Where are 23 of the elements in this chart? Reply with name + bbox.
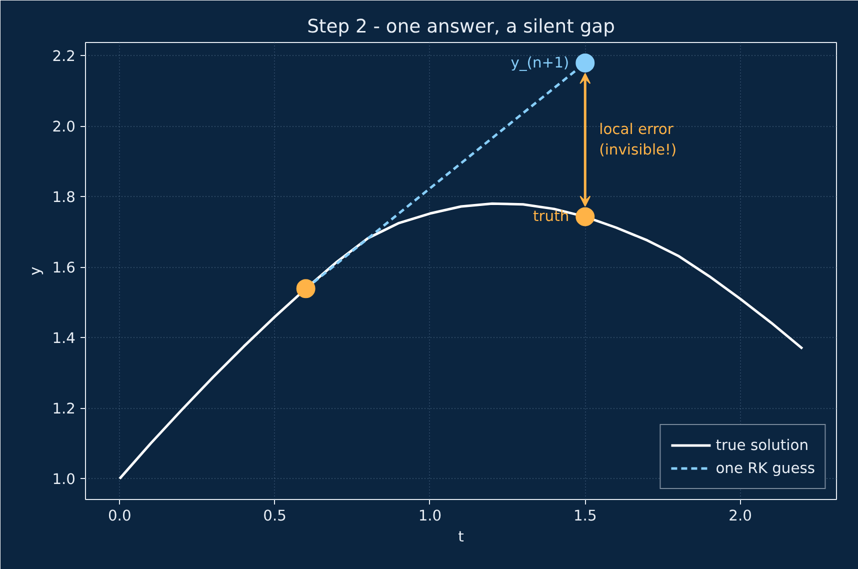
x-tick-label: 1.0: [418, 508, 442, 524]
x-tick-label: 0.0: [108, 508, 132, 524]
y-tick-label: 1.4: [52, 330, 76, 348]
annotation: truth: [533, 208, 570, 226]
annotation: y_(n+1): [510, 54, 570, 72]
x-tick-label: 2.0: [728, 508, 752, 524]
annotation: local error (invisible!): [599, 121, 677, 159]
point: [576, 207, 595, 226]
y-tick-label: 1.8: [52, 189, 76, 206]
y-tick-label: 1.0: [52, 471, 76, 488]
legend-label: one RK guess: [716, 460, 815, 476]
legend-label: true solution: [716, 436, 808, 454]
y-tick-label: 2.0: [52, 118, 76, 136]
y-tick-label: 1.2: [52, 400, 76, 418]
point: [576, 53, 595, 72]
y-axis-title: y: [27, 266, 44, 276]
x-tick-label: 1.5: [573, 508, 597, 524]
y-tick-label: 1.6: [52, 260, 76, 277]
chart-title: Step 2 - one answer, a silent gap: [307, 16, 615, 38]
x-axis-title: t: [458, 528, 464, 546]
x-tick-label: 0.5: [263, 508, 286, 524]
y-tick-label: 2.2: [52, 48, 76, 66]
point: [296, 279, 316, 298]
